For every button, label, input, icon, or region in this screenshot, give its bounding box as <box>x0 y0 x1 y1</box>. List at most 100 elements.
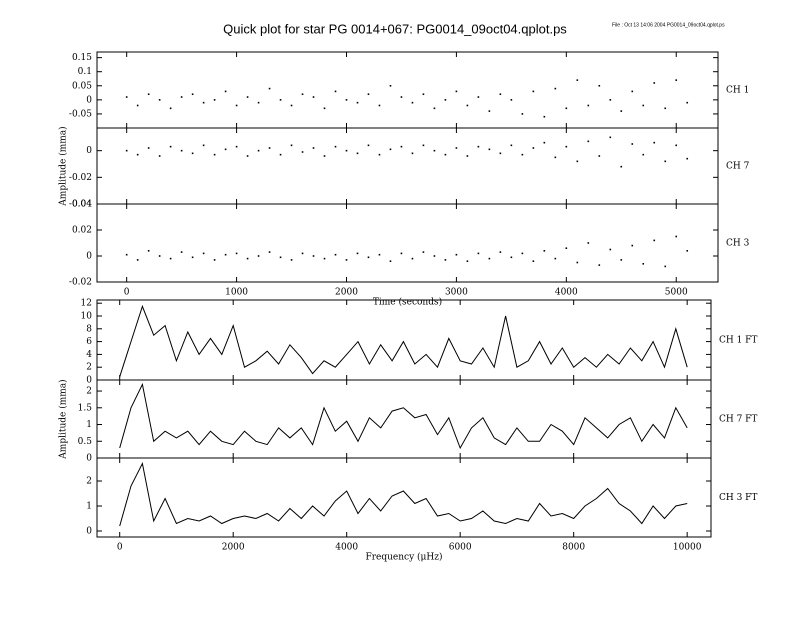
y-tick-label: 0.5 <box>78 437 93 447</box>
x-tick-label: 8000 <box>562 543 585 553</box>
point <box>532 90 535 93</box>
point <box>675 235 678 238</box>
point <box>136 153 139 156</box>
point <box>257 101 260 104</box>
point <box>279 256 282 259</box>
point <box>433 107 436 110</box>
point <box>180 251 183 253</box>
point <box>235 104 238 107</box>
point <box>378 153 381 156</box>
point <box>587 242 590 244</box>
point <box>334 90 337 93</box>
point <box>202 101 205 104</box>
point <box>235 252 238 255</box>
y-axis-label: Amplitude (mma) <box>58 379 69 459</box>
point <box>598 264 601 266</box>
point <box>125 253 128 256</box>
point <box>433 255 436 257</box>
point <box>543 115 546 118</box>
point <box>576 160 579 163</box>
point <box>290 259 293 261</box>
x-axis-label: Frequency (μHz) <box>365 552 442 563</box>
point <box>620 165 623 168</box>
panel-frame <box>96 457 712 538</box>
point <box>400 96 403 98</box>
y-tick-label: 0 <box>86 146 92 156</box>
point <box>543 250 546 252</box>
x-tick-label: 5000 <box>665 288 688 298</box>
y-tick-label: 6 <box>86 337 92 347</box>
point <box>598 155 601 157</box>
y-tick-label: 4 <box>86 350 92 360</box>
panel-frame <box>96 203 719 283</box>
point <box>422 251 425 253</box>
point <box>312 147 315 149</box>
y-tick-label: 0 <box>86 527 92 537</box>
y-tick-label: 0.04 <box>72 200 92 210</box>
ft-line <box>119 382 688 450</box>
channel-label: CH 3 <box>726 239 750 249</box>
point <box>213 153 216 156</box>
point <box>279 99 282 101</box>
y-tick-label: 0.1 <box>78 67 92 77</box>
point <box>477 96 480 98</box>
point <box>510 256 513 259</box>
point <box>400 252 403 255</box>
file-note: File : Oct 13 14:06 2004 PG0014_09oct04.… <box>612 22 725 28</box>
point <box>653 239 656 242</box>
point <box>455 253 458 256</box>
point <box>642 104 645 107</box>
y-tick-label: 1.5 <box>78 403 93 413</box>
y-axis-label: Amplitude (mma) <box>58 126 69 206</box>
point <box>147 147 150 149</box>
point <box>290 144 293 147</box>
point <box>488 148 491 151</box>
y-tick-label: 0.02 <box>72 226 92 236</box>
point <box>554 87 557 90</box>
point <box>356 101 359 104</box>
point <box>620 259 623 261</box>
point <box>389 84 392 87</box>
point <box>510 99 513 101</box>
point <box>587 140 590 143</box>
point <box>499 152 502 155</box>
ft-line <box>119 304 688 377</box>
point <box>367 144 370 147</box>
chart-title: Quick plot for star PG 0014+067: PG0014_… <box>223 21 567 36</box>
point <box>158 155 161 157</box>
point <box>136 104 139 107</box>
point <box>664 107 667 110</box>
point <box>290 104 293 107</box>
point <box>411 101 414 104</box>
point <box>213 259 216 261</box>
point <box>609 248 612 251</box>
x-tick-label: 4000 <box>555 288 578 298</box>
point <box>202 252 205 255</box>
point <box>609 99 612 101</box>
point <box>356 252 359 255</box>
point <box>378 104 381 107</box>
y-tick-label: 2 <box>86 477 92 487</box>
point <box>444 99 447 101</box>
point <box>664 265 667 268</box>
y-tick-label: -0.04 <box>69 200 92 210</box>
point <box>224 253 227 256</box>
point <box>466 155 469 157</box>
point <box>675 144 678 147</box>
point <box>532 147 535 149</box>
point <box>664 160 667 163</box>
y-tick-label: 2 <box>86 363 92 373</box>
point <box>323 257 326 260</box>
y-tick-label: 1 <box>86 502 92 512</box>
point <box>345 149 348 152</box>
point <box>389 148 392 151</box>
point <box>466 104 469 107</box>
point <box>136 259 139 261</box>
x-tick-label: 3000 <box>445 288 468 298</box>
point <box>686 101 689 104</box>
point <box>598 84 601 87</box>
point <box>147 250 150 252</box>
point <box>224 148 227 151</box>
x-tick-label: 10000 <box>673 543 702 553</box>
